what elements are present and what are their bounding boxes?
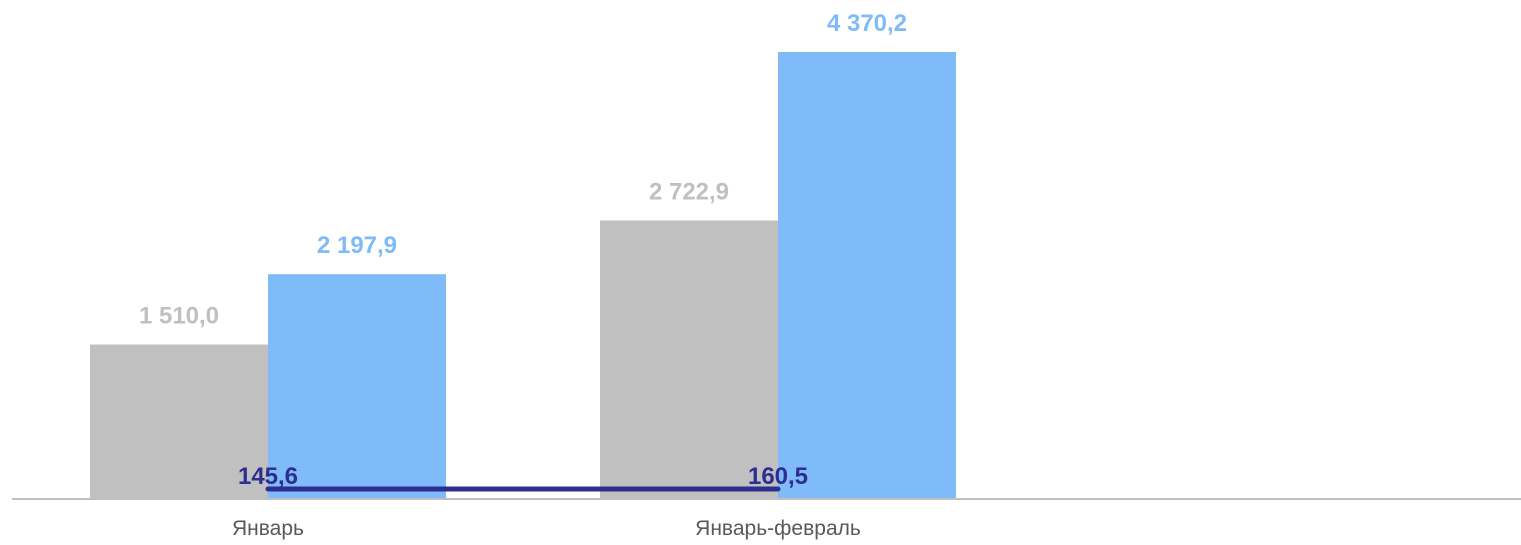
category-label: Январь [232, 517, 304, 540]
bar-2-1 [268, 274, 446, 499]
line-value-label: 145,6 [238, 463, 298, 490]
bar-value-label: 2 722,9 [649, 178, 729, 205]
labels-layer: 1 510,0 2 197,9 Январь 2 722,9 4 370,2 Январь… [139, 10, 907, 540]
bar-1-1 [90, 344, 268, 499]
bars-layer [90, 52, 956, 499]
bar-2-2 [778, 52, 956, 499]
bar-value-label: 1 510,0 [139, 303, 219, 330]
line-value-label: 160,5 [748, 463, 808, 490]
bar-value-label: 2 197,9 [317, 232, 397, 259]
bar-1-2 [600, 220, 778, 499]
bar-value-label: 4 370,2 [827, 10, 907, 37]
category-label: Январь-февраль [695, 517, 861, 540]
